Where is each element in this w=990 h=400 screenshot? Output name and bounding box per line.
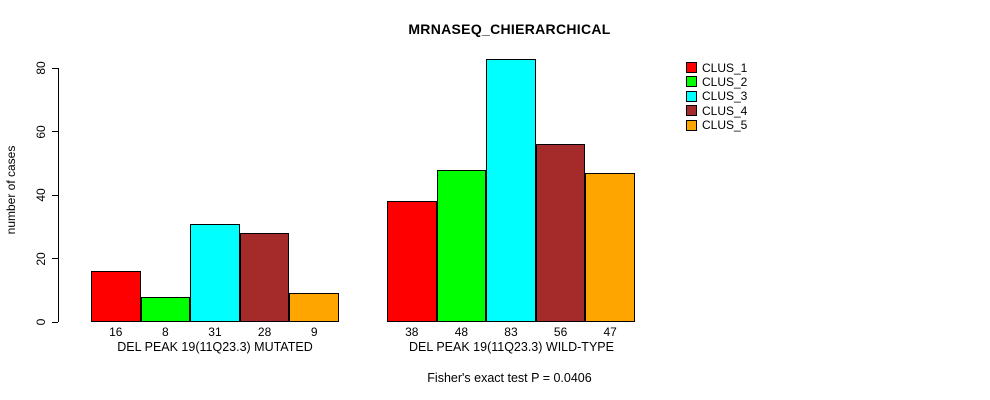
- legend-label-clus_3: CLUS_3: [702, 89, 748, 104]
- bar-value-label: 47: [603, 325, 617, 339]
- bar-value-label: 56: [553, 325, 568, 339]
- bar-value-label: 8: [162, 325, 169, 339]
- legend-label-clus_1: CLUS_1: [702, 60, 748, 75]
- bar-clus_2-group1: [436, 169, 487, 322]
- bar-clus_4-group0: [239, 233, 290, 322]
- bar-clus_5-group1: [585, 172, 635, 322]
- bar-value-label: 48: [454, 325, 469, 339]
- bar-value-label: 28: [257, 325, 272, 339]
- legend-swatch-clus_4: [686, 105, 697, 117]
- legend-swatch-clus_5: [686, 119, 697, 131]
- y-tick-mark: [52, 258, 58, 259]
- bar-clus_2-group0: [140, 296, 191, 322]
- bar-clus_3-group0: [190, 223, 240, 322]
- legend-swatch-clus_3: [686, 90, 697, 102]
- y-tick-mark: [52, 321, 58, 323]
- bar-clus_4-group1: [535, 144, 586, 322]
- y-tick-label: 40: [34, 188, 48, 202]
- y-axis-line: [58, 68, 59, 322]
- bar-value-label: 16: [109, 325, 123, 339]
- bar-clus_5-group0: [289, 293, 339, 322]
- bar-clus_3-group1: [486, 58, 536, 322]
- y-tick-mark: [52, 67, 58, 69]
- bar-value-label: 38: [405, 325, 419, 339]
- x-group-label-mutated: DEL PEAK 19(11Q23.3) MUTATED: [117, 340, 313, 354]
- legend-label-clus_2: CLUS_2: [702, 74, 748, 89]
- legend-swatch-clus_1: [686, 62, 697, 73]
- y-tick-label: 80: [34, 61, 48, 75]
- bar-clus_1-group0: [91, 271, 141, 322]
- legend-label-clus_5: CLUS_5: [702, 118, 748, 133]
- bar-value-label: 9: [310, 325, 318, 339]
- y-axis-label: number of cases: [4, 145, 18, 235]
- bar-value-label: 83: [504, 325, 518, 339]
- y-tick-mark: [52, 131, 58, 132]
- y-tick-label: 20: [34, 251, 48, 266]
- y-tick-label: 60: [34, 124, 48, 139]
- chart-title: MRNASEQ_CHIERARCHICAL: [408, 21, 611, 37]
- legend-swatch-clus_2: [686, 76, 697, 88]
- legend-label-clus_4: CLUS_4: [702, 103, 748, 118]
- bar-value-label: 31: [208, 325, 222, 339]
- footer-caption: Fisher's exact test P = 0.0406: [427, 371, 592, 385]
- y-tick-mark: [52, 194, 58, 196]
- x-group-label-wild-type: DEL PEAK 19(11Q23.3) WILD-TYPE: [409, 340, 614, 354]
- y-tick-label: 0: [34, 318, 48, 326]
- bar-clus_1-group1: [387, 201, 437, 322]
